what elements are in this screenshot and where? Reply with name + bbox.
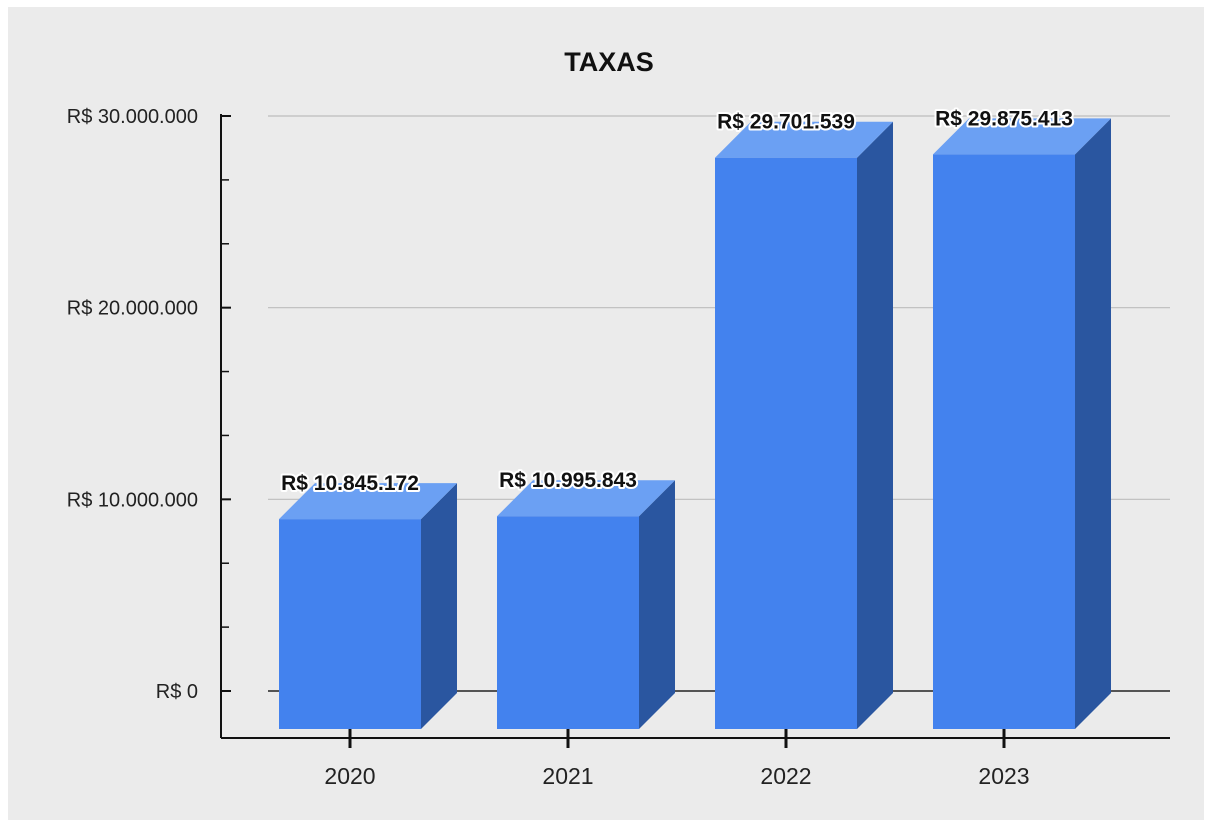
data-label: R$ 29.875.413 bbox=[935, 107, 1073, 130]
x-category-label: 2021 bbox=[542, 763, 593, 789]
bar-front-face bbox=[279, 519, 421, 729]
bar bbox=[933, 118, 1111, 729]
data-label: R$ 10.995.843 bbox=[499, 469, 637, 492]
bar-front-face bbox=[715, 157, 857, 729]
bar-side-face bbox=[639, 480, 675, 729]
bar-chart: TAXAS R$ 0 R$ 10.000.000 R$ 20.000.000 R$ 3… bbox=[67, 47, 1170, 789]
bar-front-face bbox=[497, 516, 639, 729]
bar bbox=[279, 483, 457, 729]
y-tick-label: R$ 10.000.000 bbox=[67, 489, 198, 511]
x-category-label: 2023 bbox=[978, 763, 1029, 789]
y-tick-label: R$ 30.000.000 bbox=[67, 106, 198, 128]
bar bbox=[715, 121, 893, 729]
axes bbox=[220, 114, 1170, 748]
y-tick-label: R$ 0 bbox=[156, 681, 198, 703]
x-category-label: 2022 bbox=[760, 763, 811, 789]
bar bbox=[497, 480, 675, 729]
bar-front-face bbox=[933, 154, 1075, 729]
bars bbox=[279, 118, 1111, 729]
bar-top-face bbox=[497, 480, 675, 517]
labels: R$ 0 R$ 10.000.000 R$ 20.000.000 R$ 30.000.… bbox=[67, 105, 1075, 789]
chart-panel: TAXAS R$ 0 R$ 10.000.000 R$ 20.000.000 R$ 3… bbox=[8, 7, 1204, 820]
bar-top-face bbox=[933, 118, 1111, 155]
bar-side-face bbox=[1075, 118, 1111, 729]
y-tick-label: R$ 20.000.000 bbox=[67, 298, 198, 320]
data-label: R$ 10.845.172 bbox=[281, 472, 419, 495]
bar-side-face bbox=[421, 483, 457, 729]
bar-side-face bbox=[857, 121, 893, 729]
chart-title: TAXAS bbox=[564, 47, 654, 77]
bar-top-face bbox=[279, 483, 457, 520]
x-category-label: 2020 bbox=[324, 763, 375, 789]
data-label: R$ 29.701.539 bbox=[717, 111, 855, 134]
bar-top-face bbox=[715, 121, 893, 158]
